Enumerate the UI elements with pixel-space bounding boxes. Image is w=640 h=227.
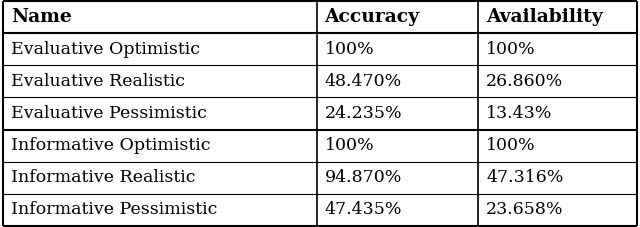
Text: 24.235%: 24.235% — [324, 105, 402, 122]
Text: Informative Pessimistic: Informative Pessimistic — [11, 201, 217, 218]
Text: 100%: 100% — [324, 41, 374, 58]
Text: Accuracy: Accuracy — [324, 8, 420, 26]
Text: 13.43%: 13.43% — [486, 105, 552, 122]
Text: 100%: 100% — [486, 137, 536, 154]
Text: Informative Realistic: Informative Realistic — [11, 169, 195, 186]
Text: Name: Name — [11, 8, 72, 26]
Text: 100%: 100% — [486, 41, 536, 58]
Text: 100%: 100% — [324, 137, 374, 154]
Text: Evaluative Realistic: Evaluative Realistic — [11, 73, 185, 90]
Text: 23.658%: 23.658% — [486, 201, 564, 218]
Text: Availability: Availability — [486, 8, 603, 26]
Text: Evaluative Optimistic: Evaluative Optimistic — [11, 41, 200, 58]
Text: Evaluative Pessimistic: Evaluative Pessimistic — [11, 105, 207, 122]
Text: 26.860%: 26.860% — [486, 73, 563, 90]
Text: 47.316%: 47.316% — [486, 169, 563, 186]
Text: 48.470%: 48.470% — [324, 73, 402, 90]
Text: 94.870%: 94.870% — [324, 169, 402, 186]
Text: Informative Optimistic: Informative Optimistic — [11, 137, 211, 154]
Text: 47.435%: 47.435% — [324, 201, 402, 218]
